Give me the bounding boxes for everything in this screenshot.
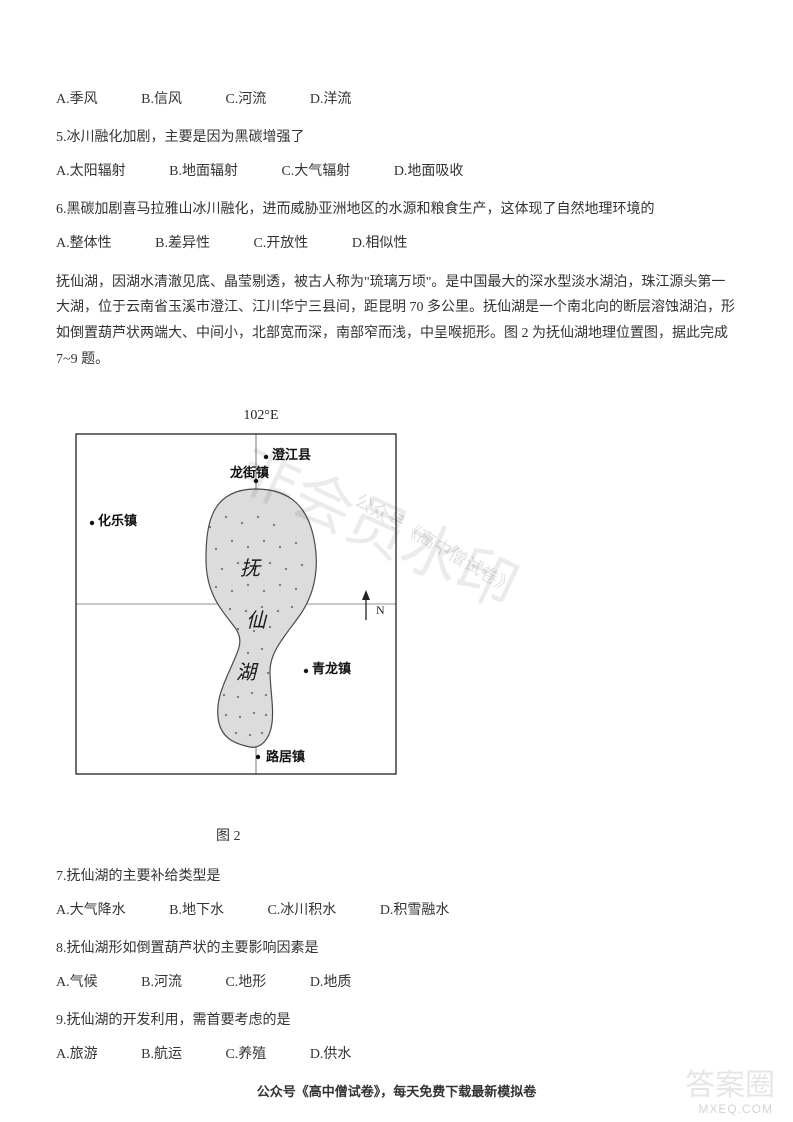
q8-opt-a: A.气候: [56, 971, 98, 991]
q5-options: A.太阳辐射 B.地面辐射 C.大气辐射 D.地面吸收: [56, 160, 737, 180]
svg-text:路居镇: 路居镇: [266, 749, 305, 764]
q6-opt-a: A.整体性: [56, 232, 112, 252]
q9-stem: 9.抚仙湖的开发利用，需首要考虑的是: [56, 1009, 737, 1033]
svg-text:仙: 仙: [246, 610, 268, 632]
svg-text:抚: 抚: [240, 558, 262, 580]
watermark-url: MXEQ.COM: [698, 1102, 773, 1116]
svg-text:化乐镇: 化乐镇: [98, 513, 137, 528]
figure-2: 102°E 抚仙湖 N 澄江县龙街镇化乐镇青龙镇路居镇: [56, 389, 737, 819]
page-footer: 公众号《高中僧试卷》，每天免费下载最新模拟卷: [0, 1081, 793, 1100]
q4-options: A.季风 B.信风 C.河流 D.洋流: [56, 88, 737, 108]
q6-stem: 6.黑碳加剧喜马拉雅山冰川融化，进而威胁亚洲地区的水源和粮食生产，这体现了自然地…: [56, 198, 737, 222]
q5-opt-d: D.地面吸收: [394, 160, 464, 180]
map-svg: 102°E 抚仙湖 N 澄江县龙街镇化乐镇青龙镇路居镇: [56, 389, 416, 819]
passage-text: 抚仙湖，因湖水清澈见底、晶莹剔透，被古人称为"琉璃万顷"。是中国最大的深水型淡水…: [56, 270, 737, 374]
q6-opt-c: C.开放性: [253, 232, 308, 252]
q8-stem: 8.抚仙湖形如倒置葫芦状的主要影响因素是: [56, 937, 737, 961]
q6-options: A.整体性 B.差异性 C.开放性 D.相似性: [56, 232, 737, 252]
q5-stem: 5.冰川融化加剧，主要是因为黑碳增强了: [56, 126, 737, 150]
figure-caption: 图 2: [216, 825, 737, 845]
q7-stem: 7.抚仙湖的主要补给类型是: [56, 865, 737, 889]
q4-opt-d: D.洋流: [310, 88, 352, 108]
svg-text:102°E: 102°E: [243, 408, 278, 423]
q7-opt-c: C.冰川积水: [267, 899, 336, 919]
q8-options: A.气候 B.河流 C.地形 D.地质: [56, 971, 737, 991]
q9-opt-c: C.养殖: [225, 1043, 266, 1063]
q4-opt-c: C.河流: [225, 88, 266, 108]
q7-opt-d: D.积雪融水: [380, 899, 450, 919]
q6-opt-b: B.差异性: [155, 232, 210, 252]
q4-opt-a: A.季风: [56, 88, 98, 108]
q5-opt-a: A.太阳辐射: [56, 160, 126, 180]
q9-options: A.旅游 B.航运 C.养殖 D.供水: [56, 1043, 737, 1063]
q8-opt-d: D.地质: [310, 971, 352, 991]
q5-opt-c: C.大气辐射: [281, 160, 350, 180]
q5-opt-b: B.地面辐射: [169, 160, 238, 180]
svg-text:澄江县: 澄江县: [272, 447, 311, 462]
q8-opt-c: C.地形: [225, 971, 266, 991]
svg-text:龙街镇: 龙街镇: [230, 465, 269, 480]
q7-opt-a: A.大气降水: [56, 899, 126, 919]
q9-opt-d: D.供水: [310, 1043, 352, 1063]
q6-opt-d: D.相似性: [352, 232, 408, 252]
q8-opt-b: B.河流: [141, 971, 182, 991]
q9-opt-a: A.旅游: [56, 1043, 98, 1063]
q7-options: A.大气降水 B.地下水 C.冰川积水 D.积雪融水: [56, 899, 737, 919]
q7-opt-b: B.地下水: [169, 899, 224, 919]
exam-page: A.季风 B.信风 C.河流 D.洋流 5.冰川融化加剧，主要是因为黑碳增强了 …: [0, 0, 793, 1122]
q9-opt-b: B.航运: [141, 1043, 182, 1063]
q4-opt-b: B.信风: [141, 88, 182, 108]
svg-text:青龙镇: 青龙镇: [312, 661, 351, 676]
svg-text:湖: 湖: [236, 662, 259, 684]
svg-text:N: N: [376, 603, 385, 617]
